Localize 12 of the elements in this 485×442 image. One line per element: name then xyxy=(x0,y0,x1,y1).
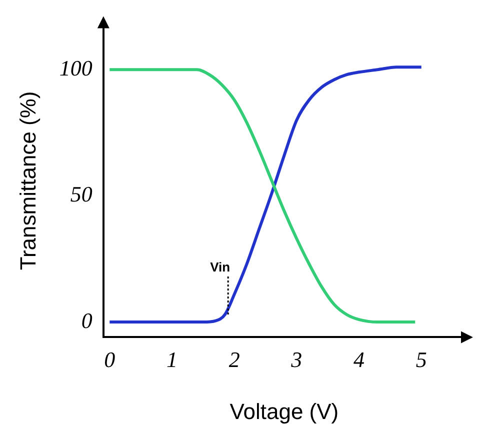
y-tick-label: 50 xyxy=(70,182,92,207)
x-tick-label: 1 xyxy=(166,347,178,372)
x-tick-label: 0 xyxy=(104,347,116,372)
y-tick-label: 100 xyxy=(59,55,92,80)
x-tick-label: 2 xyxy=(228,347,240,372)
x-tick-label: 4 xyxy=(354,347,365,372)
y-axis-title: Transmittance (%) xyxy=(15,91,40,270)
x-tick-label: 5 xyxy=(416,347,427,372)
annotation: Vin xyxy=(210,260,230,275)
y-tick-label: 0 xyxy=(81,308,92,333)
x-tick-label: 3 xyxy=(290,347,302,372)
x-axis-title: Voltage (V) xyxy=(230,398,339,424)
